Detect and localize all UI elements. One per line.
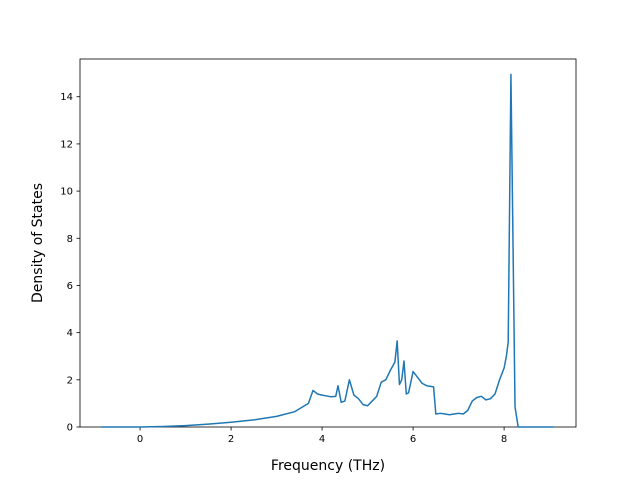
y-tick-label: 8 <box>67 234 73 245</box>
x-tick-label: 4 <box>319 434 325 445</box>
y-tick-label: 2 <box>67 375 73 386</box>
x-tick-label: 8 <box>501 434 507 445</box>
x-tick-label: 6 <box>410 434 416 445</box>
y-tick-label: 4 <box>67 328 73 339</box>
y-tick-label: 6 <box>67 281 73 292</box>
y-tick-label: 0 <box>67 423 73 434</box>
x-tick-label: 0 <box>137 434 143 445</box>
dos-line <box>101 73 554 428</box>
x-axis-label: Frequency (THz) <box>271 458 385 474</box>
y-tick-label: 12 <box>60 139 73 150</box>
y-axis-label: Density of States <box>30 183 46 303</box>
plot-frame <box>79 58 577 428</box>
y-tick-label: 10 <box>60 187 73 198</box>
x-tick-label: 2 <box>228 434 234 445</box>
y-tick-label: 14 <box>60 92 73 103</box>
